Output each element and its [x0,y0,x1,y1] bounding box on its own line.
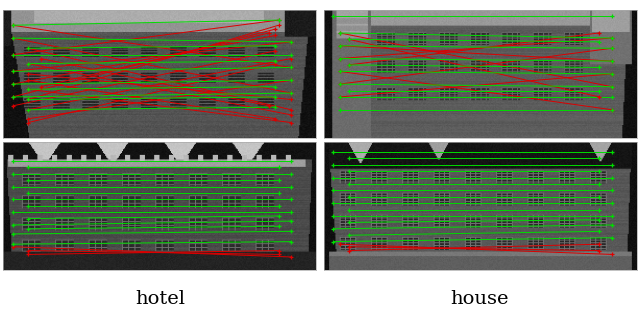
Text: hotel: hotel [135,291,185,308]
Text: house: house [451,291,509,308]
